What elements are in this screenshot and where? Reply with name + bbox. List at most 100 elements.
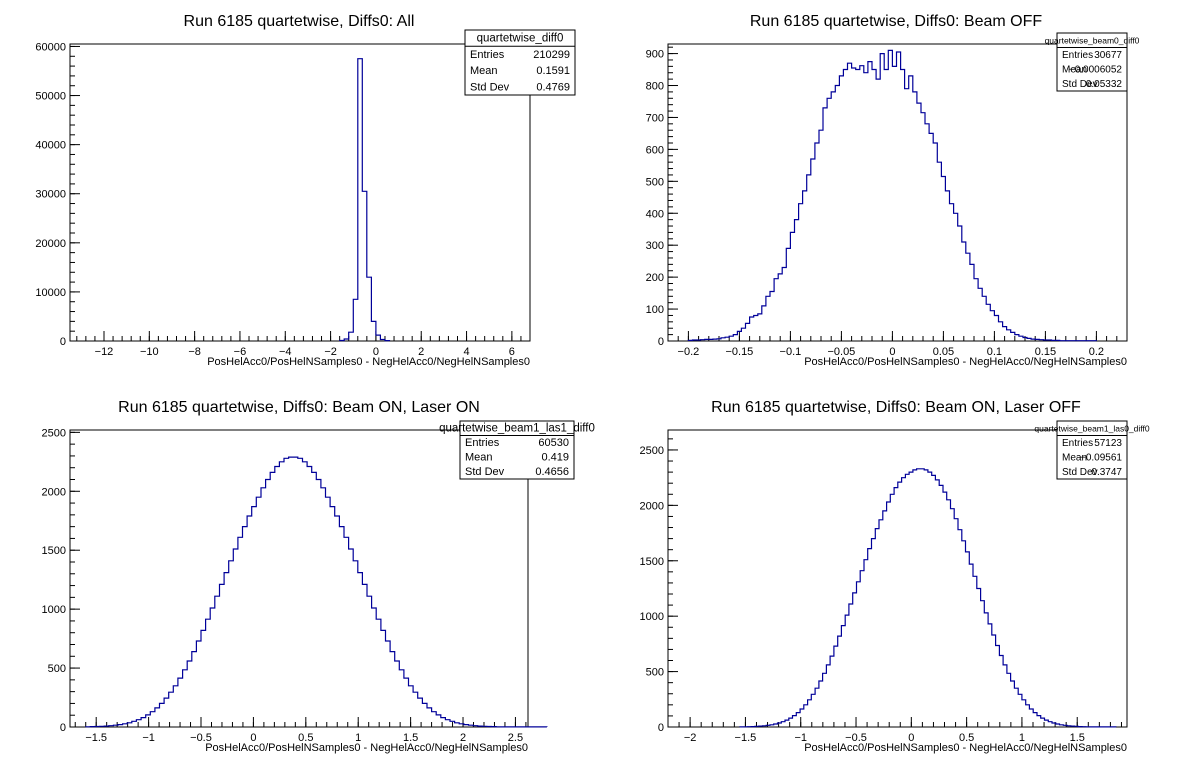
x-tick-label: −12 <box>95 346 114 358</box>
stats-box-title: quartetwise_beam1_las0_diff0 <box>1034 423 1149 433</box>
y-tick-label: 0 <box>658 722 664 734</box>
x-tick-label: 0.1 <box>987 346 1002 358</box>
y-tick-label: 200 <box>646 272 664 284</box>
plot-frame <box>69 429 529 728</box>
stats-label: Mean <box>470 65 498 77</box>
stats-value: −0.0006052 <box>1069 64 1123 75</box>
y-tick-label: 60000 <box>35 41 66 53</box>
stats-value: 57123 <box>1094 438 1122 449</box>
y-tick-label: 500 <box>48 663 66 675</box>
plot-frame <box>69 43 531 342</box>
chart-title: Run 6185 quartetwise, Diffs0: Beam ON, L… <box>118 399 480 416</box>
histogram-series-line <box>687 49 1097 342</box>
x-tick-label: −6 <box>234 346 247 358</box>
x-tick-label: 0.2 <box>1089 346 1104 358</box>
chart-title: Run 6185 quartetwise, Diffs0: All <box>184 13 415 30</box>
x-tick-label: −0.15 <box>725 346 753 358</box>
stats-value: 60530 <box>538 437 569 449</box>
stats-label: Mean <box>465 451 493 463</box>
stats-box-frame <box>459 420 575 480</box>
histogram-series-line <box>339 58 391 342</box>
x-tick-label: 0.5 <box>959 732 974 744</box>
x-tick-label: −0.2 <box>678 346 700 358</box>
y-tick-label: 30000 <box>35 189 66 201</box>
stats-label: Std Dev <box>465 466 505 478</box>
x-tick-label: −0.1 <box>780 346 802 358</box>
stats-label: Std Dev <box>1062 467 1098 478</box>
x-tick-label: −10 <box>140 346 159 358</box>
stats-value: 210299 <box>533 49 570 61</box>
stats-value: −0.09561 <box>1080 452 1122 463</box>
stats-box: quartetwise_diff0 Entries 210299 Mean 0.1591… <box>464 29 576 96</box>
x-tick-label: 0 <box>908 732 914 744</box>
stats-label: Mean <box>1062 452 1087 463</box>
y-tick-label: 1000 <box>640 611 664 623</box>
x-axis-label: PosHelAcc0/PosHelNSamples0 - NegHelAcc0/… <box>804 356 1127 368</box>
y-tick-label: 800 <box>646 81 664 93</box>
x-tick-label: −0.05 <box>827 346 855 358</box>
y-tick-label: 1500 <box>640 556 664 568</box>
x-tick-label: 1 <box>1019 732 1025 744</box>
x-tick-label: 1.5 <box>1070 732 1085 744</box>
stats-label: Entries <box>465 437 500 449</box>
x-tick-label: −8 <box>188 346 201 358</box>
stats-label: Mean <box>1062 64 1087 75</box>
y-tick-label: 500 <box>646 667 664 679</box>
y-tick-label: 500 <box>646 176 664 188</box>
histogram-series-line <box>739 468 1117 728</box>
histogram-panel-2: Run 6185 quartetwise, Diffs0: Beam ON, L… <box>42 399 595 754</box>
stats-box-title: quartetwise_diff0 <box>477 33 564 45</box>
y-tick-label: 600 <box>646 144 664 156</box>
stats-value: 30677 <box>1094 50 1122 61</box>
x-tick-label: 0.15 <box>1035 346 1056 358</box>
stats-box: quartetwise_beam1_las0_diff0 Entries 57123… <box>1034 420 1150 480</box>
stats-label: Entries <box>1062 438 1093 449</box>
stats-value: 0.4769 <box>536 81 570 93</box>
stats-box-title: quartetwise_beam0_diff0 <box>1045 35 1140 45</box>
stats-value: 0.4656 <box>535 466 569 478</box>
chart-title: Run 6185 quartetwise, Diffs0: Beam OFF <box>750 13 1043 30</box>
x-tick-label: 4 <box>463 346 469 358</box>
y-tick-label: 2500 <box>42 427 66 439</box>
stats-value: 0.419 <box>541 451 569 463</box>
x-tick-label: 2 <box>460 732 466 744</box>
stats-value: 0.3747 <box>1091 467 1122 478</box>
stats-box-title: quartetwise_beam1_las1_diff0 <box>439 422 595 434</box>
stats-box: quartetwise_beam0_diff0 Entries 30677 Mean−… <box>1045 32 1140 92</box>
x-tick-label: 0.05 <box>933 346 954 358</box>
x-tick-label: −1.5 <box>85 732 107 744</box>
stats-label: Entries <box>470 49 505 61</box>
y-tick-label: 100 <box>646 304 664 316</box>
x-tick-label: −1.5 <box>735 732 757 744</box>
x-tick-label: 0 <box>250 732 256 744</box>
y-tick-label: 20000 <box>35 238 66 250</box>
histogram-panel-0: Run 6185 quartetwise, Diffs0: All −12 −10 −… <box>35 13 576 368</box>
x-axis-label: PosHelAcc0/PosHelNSamples0 - NegHelAcc0/… <box>804 742 1127 754</box>
stats-value: 0.05332 <box>1086 79 1123 90</box>
stats-label: Entries <box>1062 50 1093 61</box>
y-tick-label: 40000 <box>35 140 66 152</box>
plot-frame <box>667 43 1128 342</box>
stats-box-frame <box>1056 420 1128 480</box>
x-tick-label: 0.5 <box>298 732 313 744</box>
stats-label: Std Dev <box>1062 79 1098 90</box>
x-tick-label: 0 <box>889 346 895 358</box>
x-tick-label: 1 <box>355 732 361 744</box>
y-tick-label: 1500 <box>42 545 66 557</box>
x-axis-label: PosHelAcc0/PosHelNSamples0 - NegHelAcc0/… <box>207 356 530 368</box>
x-tick-label: 6 <box>509 346 515 358</box>
y-tick-label: 900 <box>646 49 664 61</box>
y-tick-label: 700 <box>646 112 664 124</box>
histogram-panel-1: Run 6185 quartetwise, Diffs0: Beam OFF −0… <box>646 13 1140 368</box>
x-tick-label: 2 <box>418 346 424 358</box>
y-tick-label: 10000 <box>35 287 66 299</box>
stats-box-frame <box>464 29 576 96</box>
x-tick-label: −0.5 <box>845 732 867 744</box>
y-tick-label: 400 <box>646 208 664 220</box>
x-tick-label: −2 <box>684 732 697 744</box>
y-tick-label: 50000 <box>35 91 66 103</box>
y-tick-label: 2000 <box>42 486 66 498</box>
y-tick-label: 300 <box>646 240 664 252</box>
histogram-series-line <box>85 456 548 728</box>
